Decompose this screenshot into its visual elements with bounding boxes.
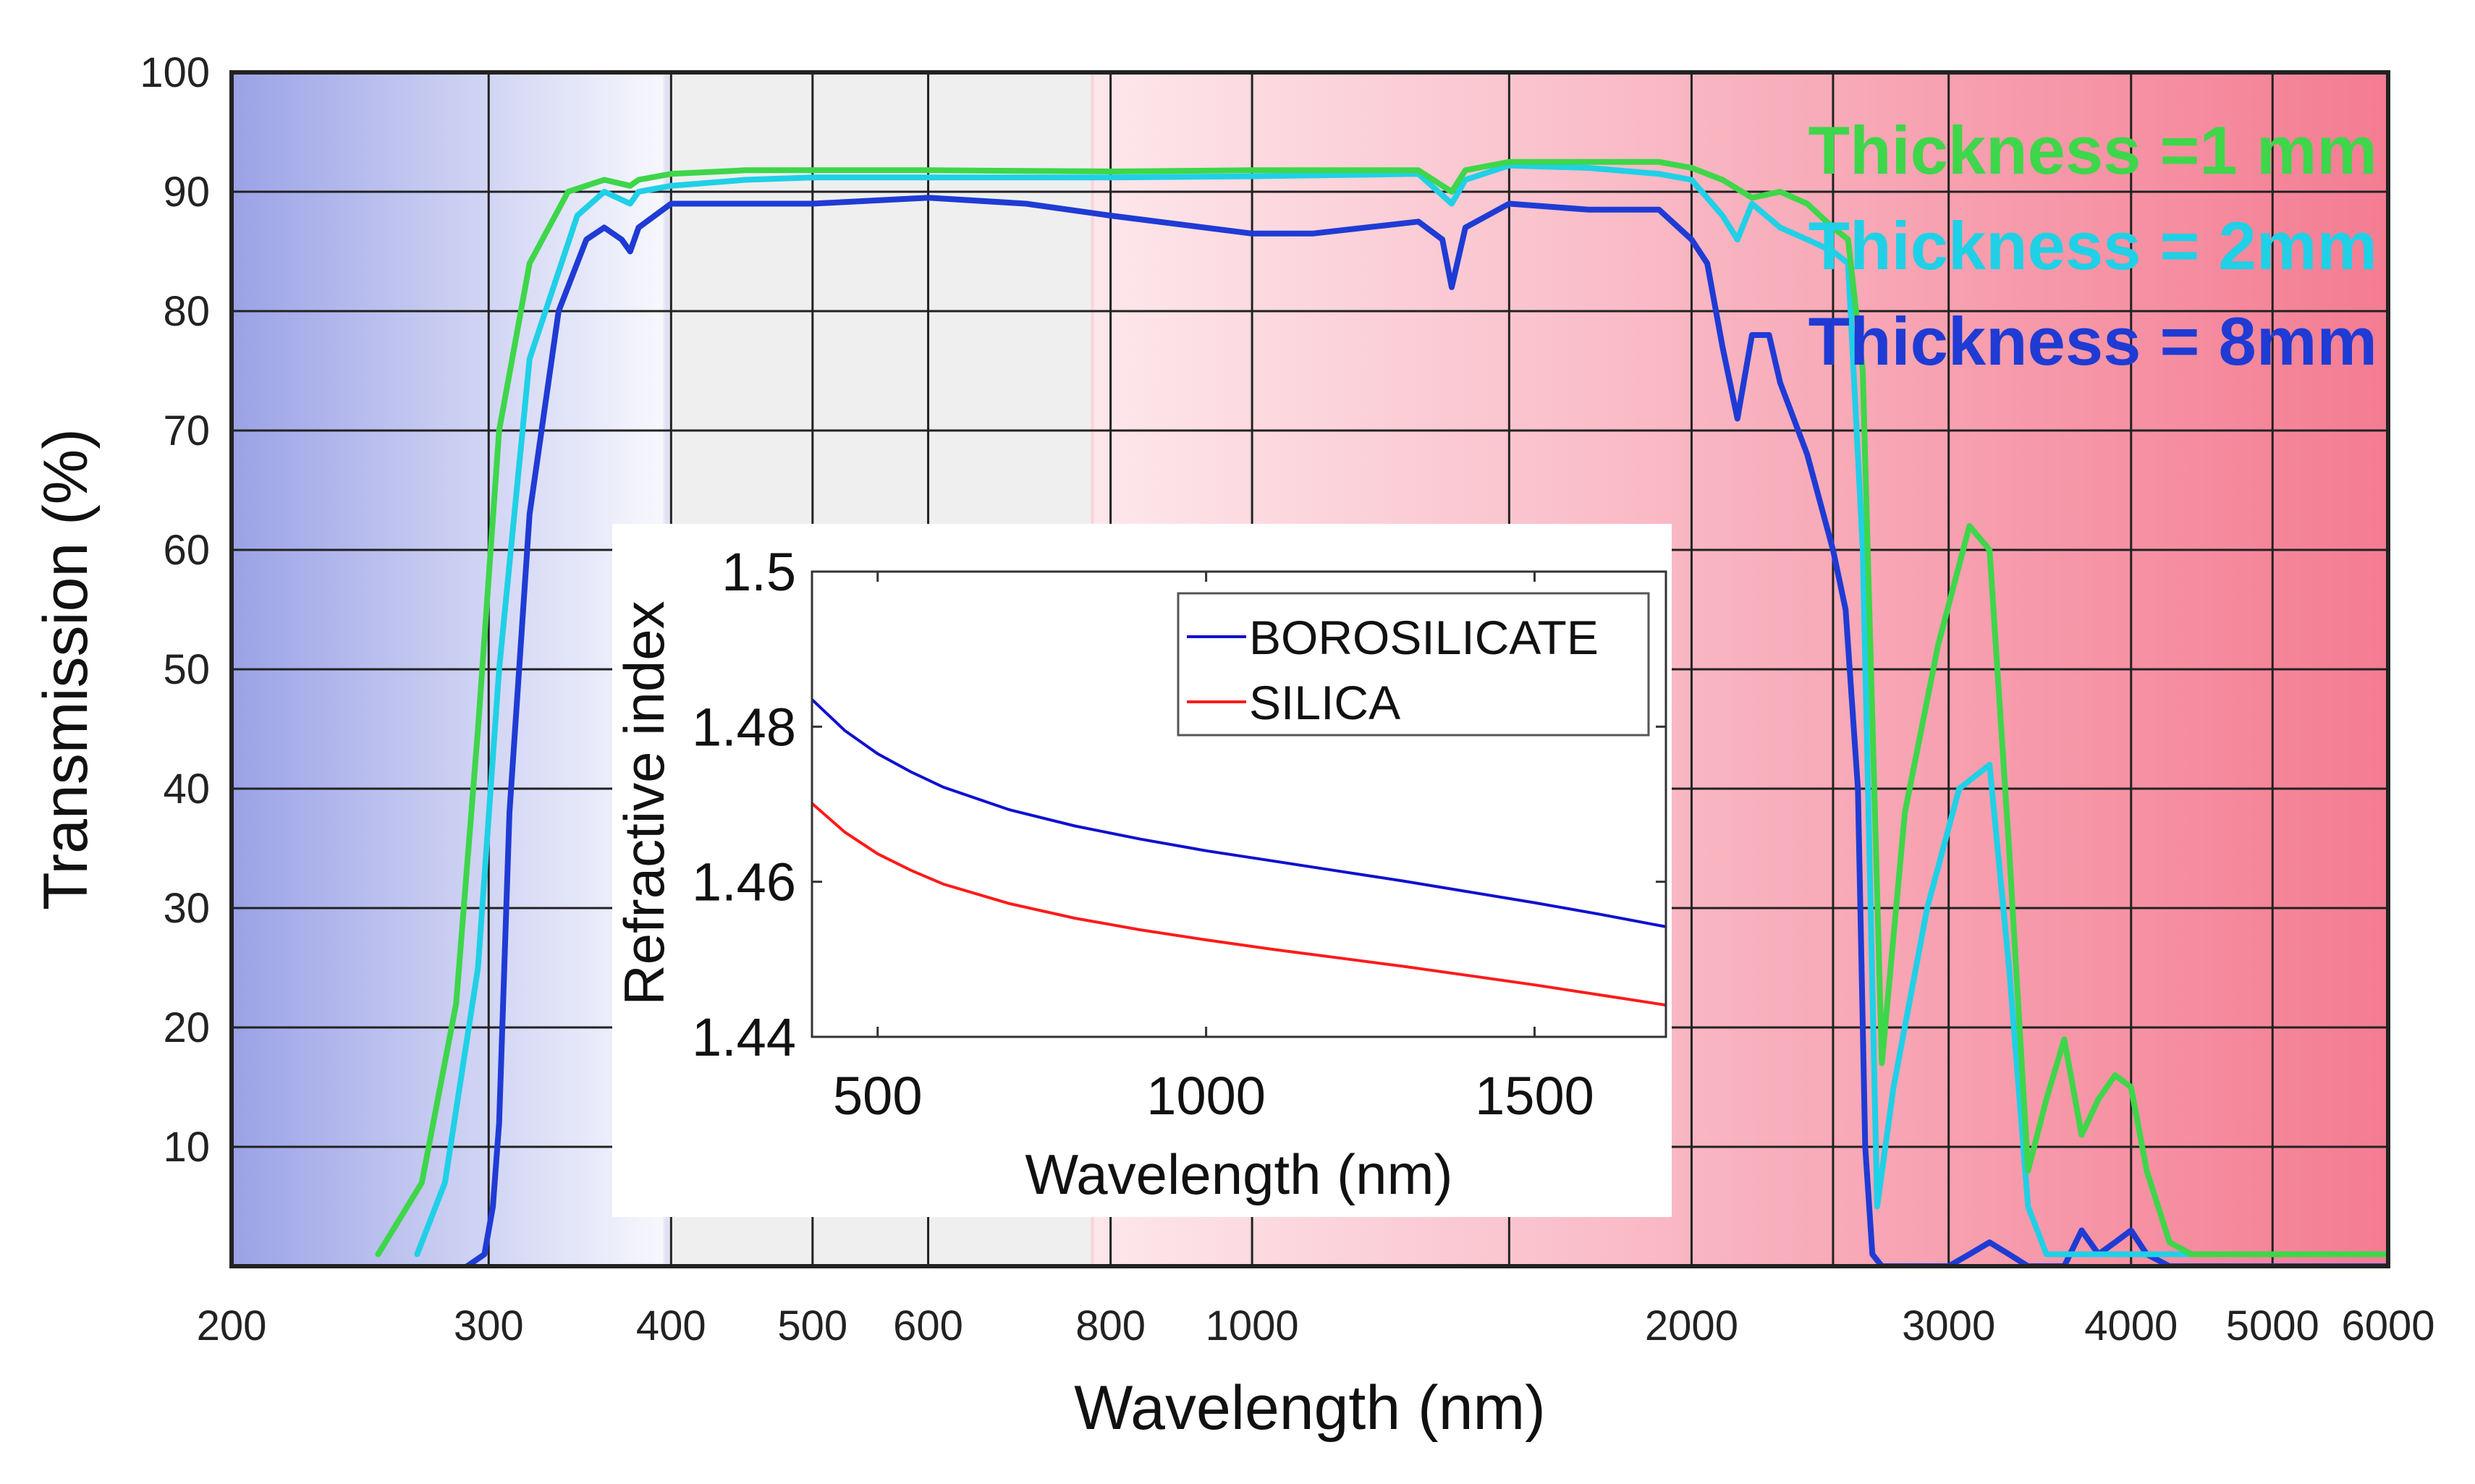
y-tick-label: 60	[163, 527, 210, 574]
inset-legend-label: SILICA	[1249, 676, 1400, 729]
x-tick-label: 6000	[2341, 1302, 2434, 1349]
inset-plot-frame	[811, 570, 1667, 1038]
y-tick-label: 100	[140, 49, 210, 96]
inset-series-line	[812, 698, 1666, 928]
inset-x-tick-label: 500	[833, 1066, 922, 1126]
x-tick-label: 600	[893, 1302, 963, 1349]
legend-entry: Thickness = 2mm	[1808, 208, 2377, 284]
y-tick-label: 50	[163, 646, 210, 693]
series-line	[375, 158, 2388, 1258]
inset-x-ticks: 500 1000 1500	[833, 572, 1594, 1126]
inset-y-tick-label: 1.5	[722, 542, 796, 602]
x-tick-label: 3000	[1902, 1302, 1995, 1349]
inset-x-tick-label: 1500	[1475, 1066, 1594, 1126]
inset-y-tick-label: 1.48	[692, 697, 796, 757]
inset-legend-box	[1177, 592, 1650, 737]
x-axis-label: Wavelength (nm)	[1074, 1373, 1546, 1443]
inset-series-line	[812, 802, 1666, 1007]
x-tick-label: 200	[197, 1302, 267, 1349]
inset-y-ticks: 1.44 1.46 1.48 1.5	[692, 542, 1666, 1067]
y-tick-label: 10	[163, 1124, 210, 1171]
x-tick-label: 400	[636, 1302, 706, 1349]
x-tick-label: 500	[777, 1302, 847, 1349]
x-tick-label: 300	[454, 1302, 524, 1349]
x-tick-label: 5000	[2226, 1302, 2319, 1349]
inset-x-axis-label: Wavelength (nm)	[1025, 1142, 1453, 1206]
y-tick-label: 40	[163, 766, 210, 813]
x-tick-label: 1000	[1206, 1302, 1299, 1349]
inset-x-tick-label: 1000	[1146, 1066, 1266, 1126]
series-group	[375, 158, 2388, 1266]
legend-entry: Thickness =1 mm	[1808, 112, 2377, 188]
x-tick-label: 4000	[2084, 1302, 2178, 1349]
inset-y-tick-label: 1.44	[692, 1007, 796, 1067]
y-axis-label: Transmission (%)	[31, 428, 101, 910]
inset-series-group	[812, 698, 1666, 1007]
y-tick-label: 80	[163, 288, 210, 335]
plot-frame	[229, 70, 2390, 1268]
x-tick-label: 800	[1075, 1302, 1146, 1349]
series-line	[464, 195, 2388, 1266]
x-tick-label: 2000	[1645, 1302, 1738, 1349]
refractive-index-inset: 500 1000 1500 1.44 1.46 1.48 1.5 Wavelength (…	[612, 524, 1672, 1217]
y-tick-label: 20	[163, 1004, 210, 1051]
inset-y-tick-label: 1.46	[692, 852, 796, 912]
series-line	[414, 162, 2209, 1258]
inset-legend: BOROSILICATE SILICA	[1177, 592, 1650, 737]
legend-entry: Thickness = 8mm	[1808, 303, 2377, 379]
y-tick-label: 70	[163, 407, 210, 454]
y-tick-label: 90	[163, 169, 210, 216]
inset-legend-label: BOROSILICATE	[1249, 611, 1599, 664]
y-tick-label: 30	[163, 885, 210, 932]
x-tick-labels: 200 300 400 500 600 800 1000 2000 3000 4000 5000 60…	[197, 1302, 2435, 1349]
legend: Thickness =1 mm Thickness = 2mm Thickness …	[1808, 112, 2377, 379]
y-tick-labels: 10 20 30 40 50 60 70 80 90 100	[140, 49, 210, 1171]
inset-y-axis-label: Refractive index	[612, 601, 676, 1005]
